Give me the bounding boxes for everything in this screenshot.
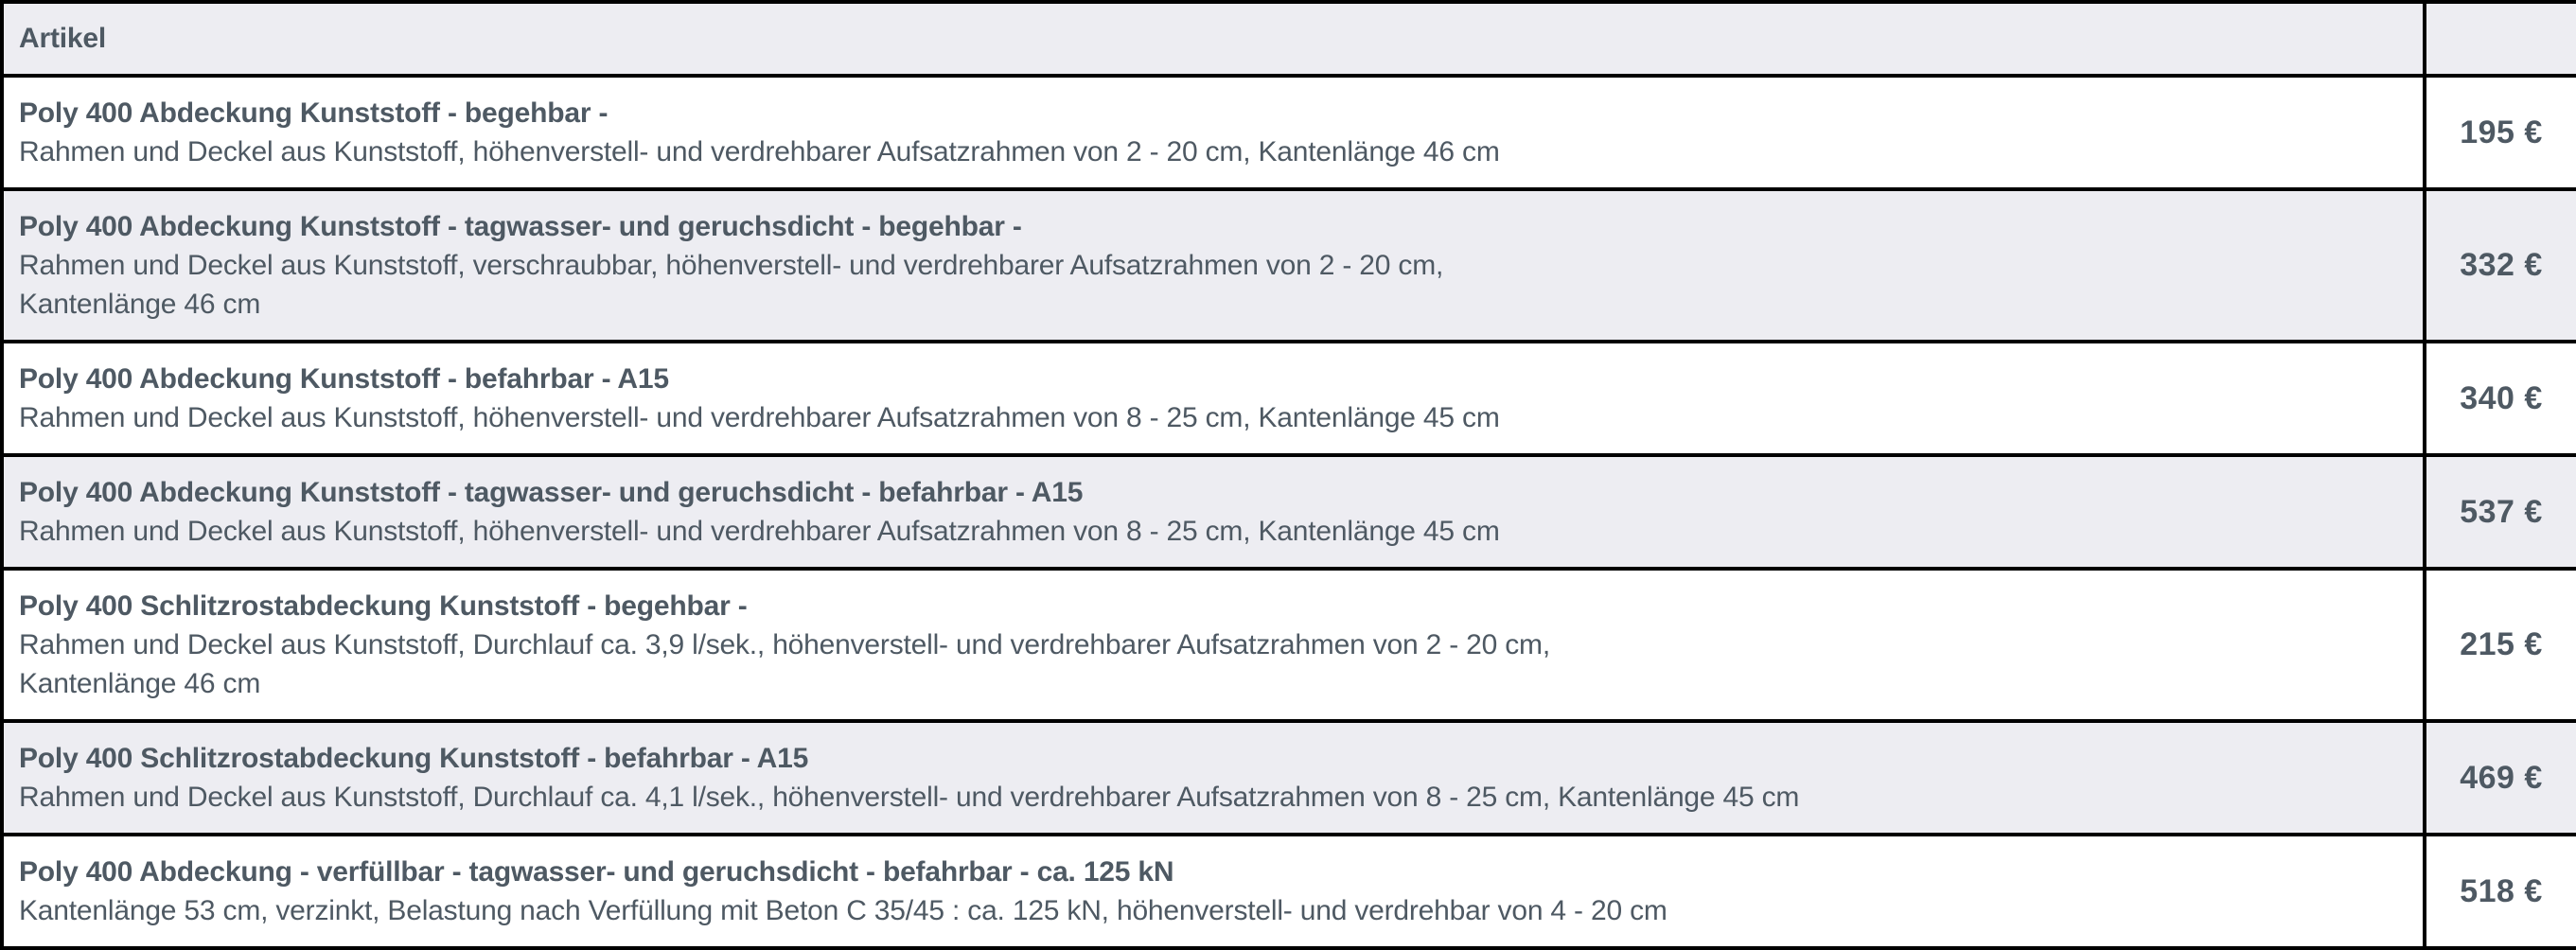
article-cell: Poly 400 Abdeckung Kunststoff - tagwasse… — [0, 453, 2426, 571]
product-title: Poly 400 Abdeckung - verfüllbar - tagwas… — [19, 856, 1174, 888]
product-title: Poly 400 Abdeckung Kunststoff - tagwasse… — [19, 211, 1022, 242]
table-row: Poly 400 Schlitzrostabdeckung Kunststoff… — [0, 567, 2576, 723]
product-price: 518 € — [2423, 833, 2576, 950]
article-cell: Poly 400 Abdeckung Kunststoff - tagwasse… — [0, 187, 2426, 343]
table-row: Poly 400 Abdeckung Kunststoff - befahrba… — [0, 340, 2576, 457]
product-title: Poly 400 Abdeckung Kunststoff - tagwasse… — [19, 477, 1084, 508]
product-description: Rahmen und Deckel aus Kunststoff, höhenv… — [19, 136, 1500, 167]
product-price: 332 € — [2423, 187, 2576, 343]
table-row: Poly 400 Abdeckung Kunststoff - tagwasse… — [0, 187, 2576, 343]
table-row: Poly 400 Schlitzrostabdeckung Kunststoff… — [0, 719, 2576, 836]
product-title: Poly 400 Schlitzrostabdeckung Kunststoff… — [19, 590, 748, 622]
product-description: Rahmen und Deckel aus Kunststoff, Durchl… — [19, 782, 1800, 813]
product-title: Poly 400 Schlitzrostabdeckung Kunststoff… — [19, 743, 809, 774]
product-price: 215 € — [2423, 567, 2576, 723]
product-price: 195 € — [2423, 74, 2576, 191]
header-row: Artikel — [0, 0, 2576, 78]
article-cell: Poly 400 Abdeckung - verfüllbar - tagwas… — [0, 833, 2426, 950]
table-row: Poly 400 Abdeckung - verfüllbar - tagwas… — [0, 833, 2576, 950]
table-header: Artikel — [0, 0, 2576, 78]
article-cell: Poly 400 Schlitzrostabdeckung Kunststoff… — [0, 719, 2426, 836]
product-description: Rahmen und Deckel aus Kunststoff, Durchl… — [19, 629, 1550, 699]
product-price: 340 € — [2423, 340, 2576, 457]
product-price: 469 € — [2423, 719, 2576, 836]
article-cell: Poly 400 Abdeckung Kunststoff - befahrba… — [0, 340, 2426, 457]
product-title: Poly 400 Abdeckung Kunststoff - begehbar… — [19, 97, 609, 129]
product-description: Rahmen und Deckel aus Kunststoff, versch… — [19, 250, 1444, 320]
table-row: Poly 400 Abdeckung Kunststoff - begehbar… — [0, 74, 2576, 191]
product-description: Rahmen und Deckel aus Kunststoff, höhenv… — [19, 402, 1500, 433]
article-cell: Poly 400 Abdeckung Kunststoff - begehbar… — [0, 74, 2426, 191]
product-description: Rahmen und Deckel aus Kunststoff, höhenv… — [19, 516, 1500, 547]
product-title: Poly 400 Abdeckung Kunststoff - befahrba… — [19, 363, 669, 395]
product-description: Kantenlänge 53 cm, verzinkt, Belastung n… — [19, 895, 1667, 926]
product-price: 537 € — [2423, 453, 2576, 571]
column-header-artikel: Artikel — [0, 0, 2426, 78]
column-header-price — [2423, 0, 2576, 78]
article-cell: Poly 400 Schlitzrostabdeckung Kunststoff… — [0, 567, 2426, 723]
table-body: Poly 400 Abdeckung Kunststoff - begehbar… — [0, 74, 2576, 950]
table-row: Poly 400 Abdeckung Kunststoff - tagwasse… — [0, 453, 2576, 571]
